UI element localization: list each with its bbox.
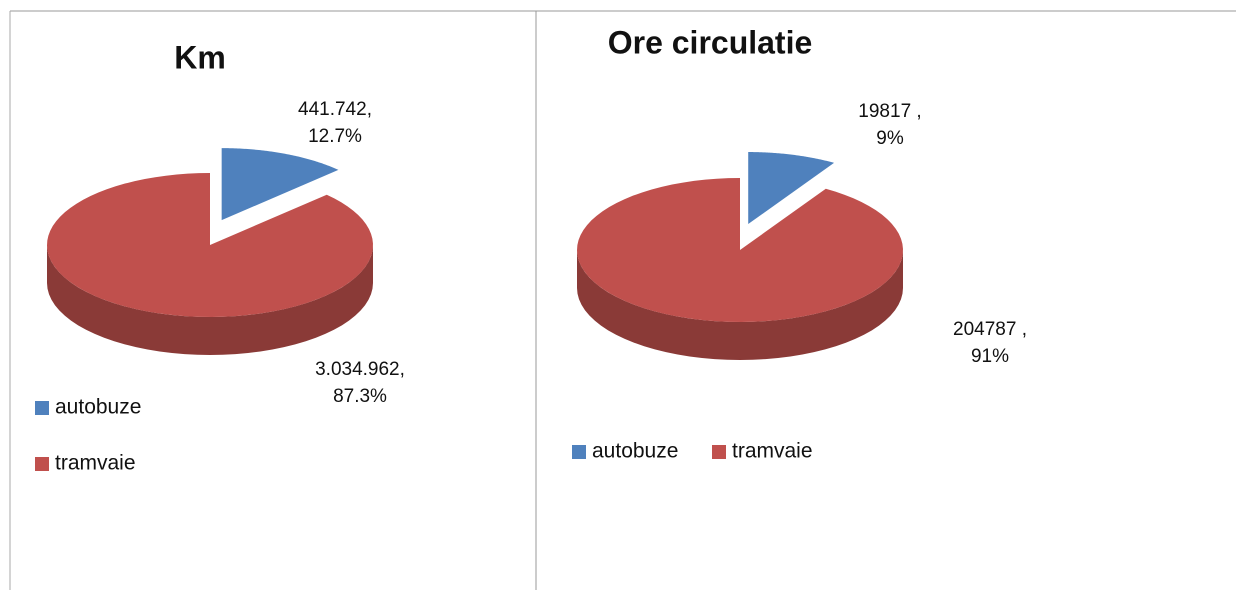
- data-label: 204787 ,: [953, 319, 1027, 340]
- data-label: 12.7%: [308, 126, 362, 147]
- data-label: 91%: [971, 346, 1009, 367]
- chart-title: Ore circulatie: [608, 24, 813, 60]
- pie-slice: [47, 173, 373, 355]
- data-label: 19817 ,: [858, 101, 921, 122]
- slice-side: [577, 250, 903, 360]
- slice-top: [47, 173, 373, 317]
- legend-label: autobuze: [55, 396, 141, 419]
- data-label: 9%: [876, 128, 904, 149]
- legend-label: autobuze: [592, 440, 678, 463]
- slice-top: [748, 152, 835, 225]
- legend-swatch: [35, 401, 49, 415]
- pie-slice: [577, 178, 903, 360]
- data-label: 3.034.962,: [315, 359, 405, 380]
- legend-swatch: [712, 445, 726, 459]
- legend-swatch: [572, 445, 586, 459]
- chart-title: Km: [174, 39, 226, 75]
- data-label: 87.3%: [333, 386, 387, 407]
- slice-top: [577, 178, 903, 322]
- legend-swatch: [35, 457, 49, 471]
- slice-side: [47, 245, 373, 355]
- data-label: 441.742,: [298, 99, 372, 120]
- pie-slice: [748, 152, 835, 225]
- legend-label: tramvaie: [732, 440, 813, 463]
- pie-slice: [221, 148, 339, 221]
- slice-top: [221, 148, 339, 221]
- legend-label: tramvaie: [55, 452, 136, 475]
